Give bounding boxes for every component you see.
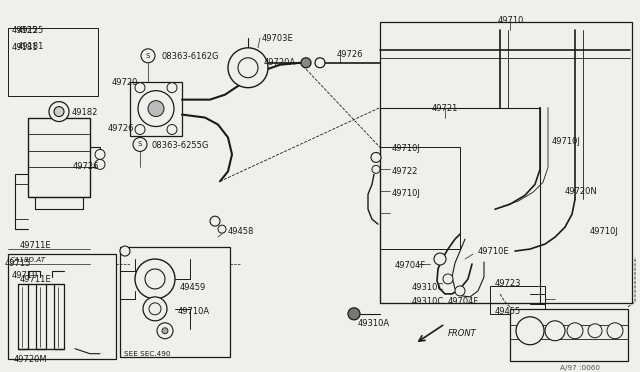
Circle shape bbox=[54, 107, 64, 116]
Circle shape bbox=[588, 324, 602, 338]
Circle shape bbox=[371, 153, 381, 163]
Bar bbox=[120, 247, 230, 357]
Text: CA18D.AT: CA18D.AT bbox=[10, 257, 46, 263]
Circle shape bbox=[238, 58, 258, 78]
Bar bbox=[8, 28, 98, 96]
Text: 49726: 49726 bbox=[337, 50, 364, 59]
Text: 49125: 49125 bbox=[18, 26, 44, 35]
Bar bbox=[490, 286, 545, 314]
Bar bbox=[380, 108, 540, 303]
Text: 49703E: 49703E bbox=[262, 34, 294, 43]
Text: S: S bbox=[137, 141, 141, 147]
Circle shape bbox=[145, 269, 165, 289]
Circle shape bbox=[49, 102, 69, 122]
Circle shape bbox=[516, 317, 544, 345]
Text: SEE SEC.490: SEE SEC.490 bbox=[124, 351, 170, 357]
Text: 49715: 49715 bbox=[5, 259, 31, 268]
Circle shape bbox=[545, 321, 565, 341]
Circle shape bbox=[148, 100, 164, 116]
Bar bbox=[8, 254, 116, 359]
Text: 49710J: 49710J bbox=[392, 189, 421, 198]
Bar bbox=[380, 22, 632, 303]
Text: 49455: 49455 bbox=[495, 307, 521, 316]
Text: 49458: 49458 bbox=[228, 227, 254, 236]
Bar bbox=[130, 82, 182, 137]
Bar bbox=[380, 147, 460, 249]
Text: 49720N: 49720N bbox=[565, 187, 598, 196]
Text: 49181: 49181 bbox=[12, 43, 38, 52]
Text: 49722: 49722 bbox=[392, 167, 419, 176]
Circle shape bbox=[120, 246, 130, 256]
Circle shape bbox=[167, 83, 177, 93]
Circle shape bbox=[455, 286, 465, 296]
Circle shape bbox=[95, 160, 105, 169]
Text: 49704F: 49704F bbox=[395, 261, 426, 270]
Circle shape bbox=[135, 259, 175, 299]
Circle shape bbox=[157, 323, 173, 339]
Text: 08363-6255G: 08363-6255G bbox=[152, 141, 209, 150]
Circle shape bbox=[315, 58, 325, 68]
Text: 49704F: 49704F bbox=[448, 297, 479, 306]
Bar bbox=[510, 309, 628, 361]
Text: 49310A: 49310A bbox=[358, 319, 390, 328]
Text: 49726: 49726 bbox=[73, 163, 99, 171]
Text: 49726: 49726 bbox=[108, 124, 134, 132]
Circle shape bbox=[372, 166, 380, 173]
Circle shape bbox=[133, 138, 147, 151]
Text: 49182: 49182 bbox=[72, 108, 99, 116]
Text: 49710A: 49710A bbox=[178, 307, 210, 316]
Circle shape bbox=[434, 253, 446, 265]
Circle shape bbox=[443, 274, 453, 284]
Circle shape bbox=[138, 91, 174, 126]
Circle shape bbox=[135, 83, 145, 93]
Text: 08363-6162G: 08363-6162G bbox=[162, 52, 220, 61]
Text: 49459: 49459 bbox=[180, 283, 206, 292]
Text: 49710: 49710 bbox=[498, 16, 524, 25]
Text: 49720M: 49720M bbox=[14, 355, 47, 364]
Text: 49710J: 49710J bbox=[590, 227, 619, 236]
Circle shape bbox=[143, 297, 167, 321]
Circle shape bbox=[141, 49, 155, 63]
Circle shape bbox=[135, 125, 145, 135]
Circle shape bbox=[210, 216, 220, 226]
Circle shape bbox=[607, 323, 623, 339]
Text: S: S bbox=[145, 53, 149, 59]
Text: 49310C: 49310C bbox=[412, 283, 444, 292]
Text: 49720: 49720 bbox=[112, 78, 138, 87]
Text: 49181: 49181 bbox=[18, 42, 44, 51]
Text: 49719: 49719 bbox=[12, 271, 38, 280]
Text: 49125: 49125 bbox=[12, 26, 38, 35]
Text: 49723: 49723 bbox=[495, 279, 522, 288]
Circle shape bbox=[95, 150, 105, 160]
Circle shape bbox=[149, 303, 161, 315]
Text: 49721: 49721 bbox=[432, 104, 458, 113]
Text: 49310C: 49310C bbox=[412, 297, 444, 306]
Text: 49711E: 49711E bbox=[20, 241, 52, 250]
Circle shape bbox=[228, 48, 268, 88]
Text: A/97 :0060: A/97 :0060 bbox=[560, 365, 600, 371]
Circle shape bbox=[167, 125, 177, 135]
Text: 49710E: 49710E bbox=[478, 247, 509, 256]
Circle shape bbox=[567, 323, 583, 339]
Text: 49711E: 49711E bbox=[20, 275, 52, 284]
Bar bbox=[28, 118, 90, 197]
Text: 49710J: 49710J bbox=[552, 138, 581, 147]
Circle shape bbox=[218, 225, 226, 233]
Text: FRONT: FRONT bbox=[448, 329, 477, 338]
Circle shape bbox=[162, 328, 168, 334]
Text: 49710J: 49710J bbox=[392, 144, 421, 154]
Circle shape bbox=[301, 58, 311, 68]
Text: 49720A: 49720A bbox=[264, 58, 296, 67]
Circle shape bbox=[348, 308, 360, 320]
